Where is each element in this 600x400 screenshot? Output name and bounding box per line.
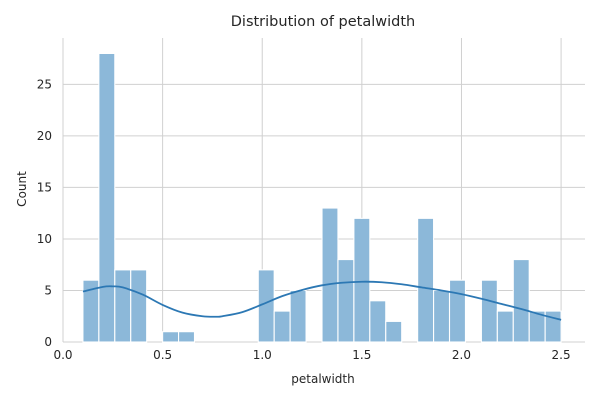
x-tick-label: 2.5 (552, 348, 571, 362)
x-axis-ticks: 0.0 0.5 1.0 1.5 2.0 2.5 (53, 348, 570, 362)
histogram-bar (369, 300, 387, 343)
histogram-bar (321, 207, 339, 343)
bars (82, 52, 562, 343)
x-tick-label: 1.0 (253, 348, 272, 362)
histogram-bar (337, 259, 355, 343)
histogram-bar (130, 269, 148, 343)
x-tick-label: 0.0 (53, 348, 72, 362)
y-tick-label: 15 (37, 180, 52, 194)
histogram-bar (433, 289, 451, 343)
x-tick-label: 1.5 (352, 348, 371, 362)
y-axis-ticks: 0 5 10 15 20 25 (37, 77, 52, 349)
histogram-bar (162, 331, 180, 343)
kde-layer (82, 280, 562, 321)
y-tick-label: 25 (37, 77, 52, 91)
x-tick-label: 2.0 (452, 348, 471, 362)
y-axis-label: Count (15, 171, 29, 207)
y-tick-label: 0 (44, 335, 52, 349)
y-tick-label: 5 (44, 283, 52, 297)
histogram-bar (289, 289, 307, 343)
histogram-bar (353, 217, 371, 343)
histogram-bar (496, 310, 514, 343)
y-tick-label: 20 (37, 129, 52, 143)
histogram-bar (512, 259, 530, 343)
kde-curve (82, 280, 562, 321)
histogram-bar (448, 279, 467, 343)
histogram-bar (114, 269, 132, 343)
chart-title: Distribution of petalwidth (231, 14, 415, 30)
histogram-bar (178, 331, 196, 343)
y-tick-label: 10 (37, 232, 52, 246)
histogram-bar (273, 310, 291, 343)
histogram-bar (417, 217, 435, 343)
histogram-bar (385, 320, 403, 343)
histogram-bar (98, 52, 116, 343)
histogram-bar (480, 279, 498, 343)
x-tick-label: 0.5 (153, 348, 172, 362)
x-axis-label: petalwidth (291, 372, 354, 386)
